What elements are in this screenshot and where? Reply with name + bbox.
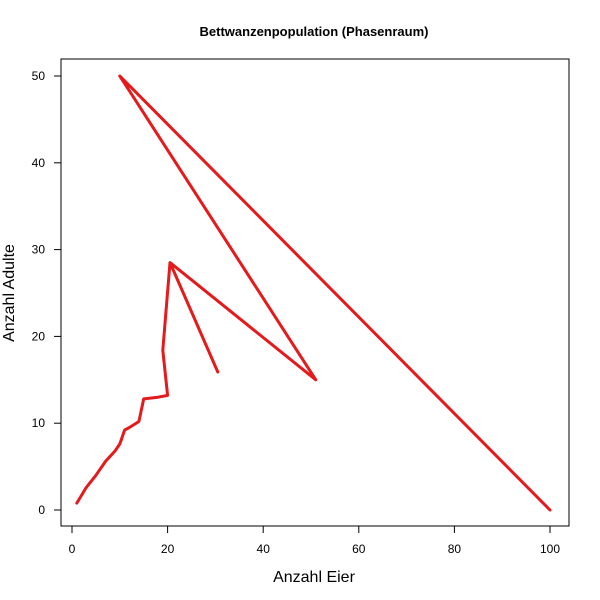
x-tick-label: 40 bbox=[257, 542, 271, 556]
x-tick-label: 100 bbox=[540, 542, 560, 556]
y-tick-label: 10 bbox=[32, 416, 46, 430]
y-tick-label: 50 bbox=[32, 69, 46, 83]
x-axis-label: Anzahl Eier bbox=[273, 569, 355, 586]
x-tick-label: 60 bbox=[352, 542, 366, 556]
chart-title: Bettwanzenpopulation (Phasenraum) bbox=[200, 24, 429, 39]
x-tick-label: 20 bbox=[161, 542, 175, 556]
y-tick-label: 20 bbox=[32, 329, 46, 343]
series-line bbox=[75, 74, 552, 512]
x-axis: 0 20 40 60 80 100 bbox=[69, 526, 560, 556]
y-tick-label: 30 bbox=[32, 243, 46, 257]
plot-frame bbox=[60, 58, 570, 527]
x-tick-label: 0 bbox=[69, 542, 76, 556]
y-tick-label: 0 bbox=[38, 503, 45, 517]
x-tick-label: 80 bbox=[448, 542, 462, 556]
y-axis: 0 10 20 30 40 50 bbox=[32, 69, 61, 517]
y-tick-label: 40 bbox=[32, 156, 46, 170]
y-axis-label: Anzahl Adulte bbox=[1, 244, 18, 342]
